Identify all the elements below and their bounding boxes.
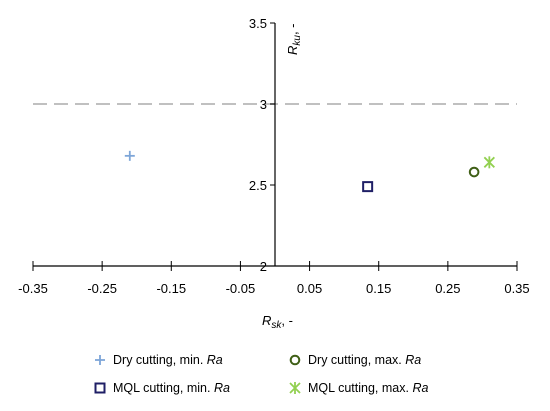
y-axis-title-suffix: , - [285, 23, 300, 35]
y-axis-title-sub: ku [292, 35, 303, 46]
legend-label: Dry cutting, max. Ra [308, 353, 421, 367]
x-tick-label: 0.05 [297, 281, 322, 296]
x-tick-label: -0.35 [18, 281, 48, 296]
data-point-series-2 [363, 182, 372, 191]
svg-text:Rku, -: Rku, - [285, 23, 303, 55]
x-tick-label: -0.25 [87, 281, 117, 296]
data-point-series-1 [470, 168, 479, 177]
x-axis-title-main: R [262, 313, 271, 328]
y-tick-label: 2 [260, 259, 267, 274]
legend-marker [95, 355, 105, 365]
legend-item-0: Dry cutting, min. Ra [95, 353, 223, 367]
y-tick-label: 3.5 [249, 16, 267, 31]
legend-label: MQL cutting, max. Ra [308, 381, 428, 395]
x-tick-label: -0.05 [226, 281, 256, 296]
legend-label: MQL cutting, min. Ra [113, 381, 230, 395]
data-point-series-0 [125, 151, 135, 161]
y-tick-label: 2.5 [249, 178, 267, 193]
legend-item-2: MQL cutting, min. Ra [96, 381, 230, 395]
legend-label: Dry cutting, min. Ra [113, 353, 223, 367]
y-axis-title: Rku, - [285, 23, 303, 55]
x-tick-label: 0.15 [366, 281, 391, 296]
x-axis-title-suffix: , - [281, 313, 293, 328]
legend-marker [96, 384, 105, 393]
legend-item-1: Dry cutting, max. Ra [291, 353, 422, 367]
plot-area: -0.35 -0.25 -0.15 -0.05 0.05 0.15 0.25 0.35 2 2.5… [18, 16, 529, 296]
legend-marker [290, 382, 300, 394]
legend-item-3: MQL cutting, max. Ra [290, 381, 428, 395]
svg-text:Rsk, -: Rsk, - [262, 313, 293, 331]
data-point-series-3 [484, 156, 494, 168]
x-tick-label: -0.15 [156, 281, 186, 296]
legend: Dry cutting, min. Ra Dry cutting, max. Ra… [95, 353, 428, 395]
x-tick-label: 0.35 [504, 281, 529, 296]
x-tick-label: 0.25 [435, 281, 460, 296]
y-tick-label: 3 [260, 97, 267, 112]
x-axis-title: Rsk, - [262, 313, 293, 331]
legend-marker [291, 356, 300, 365]
y-axis-title-main: R [285, 46, 300, 55]
